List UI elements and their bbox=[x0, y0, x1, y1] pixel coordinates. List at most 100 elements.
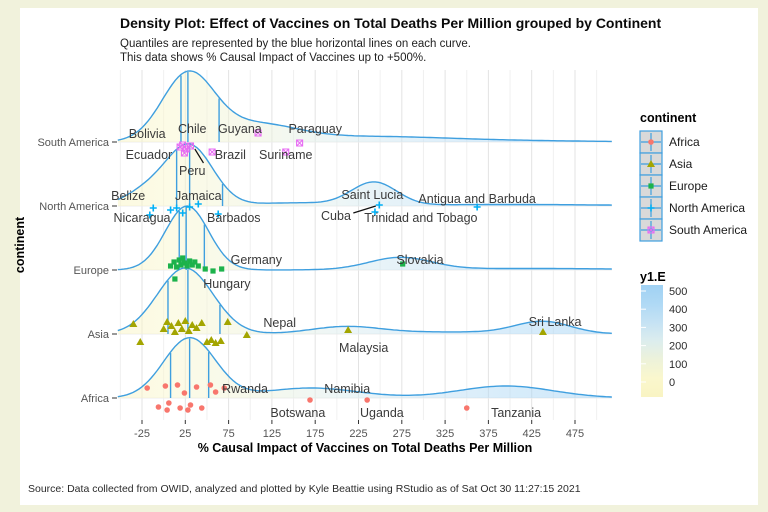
data-point-marker bbox=[193, 384, 200, 390]
points-europe bbox=[167, 255, 406, 282]
country-label-barbados: Barbados bbox=[207, 211, 261, 225]
plot-title: Density Plot: Effect of Vaccines on Tota… bbox=[120, 15, 661, 31]
legends: Africa Asia Europe North America South Ameri… bbox=[639, 130, 747, 397]
data-point-marker bbox=[210, 268, 216, 274]
legend-label-south-america: South America bbox=[669, 223, 747, 237]
data-point-marker bbox=[178, 262, 184, 268]
country-label-uganda: Uganda bbox=[360, 406, 404, 420]
data-point-marker bbox=[344, 326, 353, 333]
density-curve-asia bbox=[117, 267, 613, 334]
data-point-marker bbox=[214, 210, 222, 218]
country-label-peru: Peru bbox=[179, 164, 205, 178]
data-point-marker bbox=[208, 148, 216, 156]
data-point-marker bbox=[189, 262, 195, 268]
x-tick-label: 125 bbox=[263, 428, 281, 440]
data-point-marker bbox=[212, 389, 219, 395]
data-point-marker bbox=[184, 263, 190, 269]
plot-subtitle-line-1: Quantiles are represented by the blue ho… bbox=[120, 38, 471, 50]
data-point-marker bbox=[375, 201, 383, 209]
data-point-marker bbox=[167, 206, 175, 214]
x-axis-title: % Causal Impact of Vaccines on Total Dea… bbox=[198, 441, 533, 455]
legend-key-africa bbox=[639, 130, 663, 154]
x-tick-label: 75 bbox=[222, 428, 234, 440]
country-label-jamaica: Jamaica bbox=[175, 189, 222, 203]
country-label-botswana: Botswana bbox=[270, 406, 325, 420]
y-category-label: South America bbox=[37, 137, 109, 149]
data-point-marker bbox=[648, 139, 654, 145]
country-label-saint-lucia: Saint Lucia bbox=[341, 188, 403, 202]
gradient-tick-label: 500 bbox=[669, 286, 687, 298]
data-point-marker bbox=[192, 259, 198, 265]
data-point-marker bbox=[159, 325, 168, 332]
data-point-marker bbox=[176, 257, 182, 263]
data-point-marker bbox=[211, 339, 220, 346]
country-label-bolivia: Bolivia bbox=[129, 127, 166, 141]
data-point-marker bbox=[180, 255, 186, 261]
data-point-marker bbox=[167, 322, 176, 329]
country-label-antigua-and-barbuda: Antigua and Barbuda bbox=[418, 192, 536, 206]
x-tick-label: 275 bbox=[393, 428, 411, 440]
data-point-marker bbox=[174, 319, 183, 326]
legend-label-north-america: North America bbox=[669, 201, 745, 215]
data-point-marker bbox=[129, 320, 138, 327]
country-label-hungary: Hungary bbox=[203, 277, 251, 291]
density-curves bbox=[117, 70, 613, 398]
gradient-tick-label: 300 bbox=[669, 322, 687, 334]
data-point-marker bbox=[216, 337, 225, 344]
data-point-marker bbox=[172, 276, 178, 282]
country-label-namibia: Namibia bbox=[324, 382, 370, 396]
label-leader-lines bbox=[194, 148, 376, 214]
data-point-marker bbox=[202, 266, 208, 272]
x-tick-label: 325 bbox=[436, 428, 454, 440]
data-point-marker bbox=[223, 318, 232, 325]
data-point-marker bbox=[647, 160, 655, 167]
data-point-marker bbox=[187, 258, 193, 264]
country-label-suriname: Suriname bbox=[259, 148, 313, 162]
country-label-belize: Belize bbox=[111, 189, 145, 203]
density-curve-europe bbox=[117, 205, 613, 271]
data-point-marker bbox=[647, 204, 655, 212]
gradient-tick-label: 200 bbox=[669, 341, 687, 353]
country-label-tanzania: Tanzania bbox=[491, 406, 541, 420]
data-point-marker bbox=[186, 203, 194, 211]
data-point-marker bbox=[167, 263, 174, 269]
density-curve-south-america bbox=[117, 70, 613, 143]
data-point-marker bbox=[186, 142, 195, 150]
data-point-marker bbox=[155, 404, 162, 410]
x-tick-label: 475 bbox=[566, 428, 584, 440]
gradient-legend-title: y1.E bbox=[640, 270, 666, 284]
data-point-marker bbox=[371, 208, 379, 216]
data-point-marker bbox=[254, 129, 262, 137]
legend-key-south-america bbox=[639, 218, 663, 242]
points-africa bbox=[144, 382, 470, 413]
data-point-marker bbox=[163, 318, 172, 325]
country-label-nicaragua: Nicaragua bbox=[114, 211, 171, 225]
country-label-paraguay: Paraguay bbox=[288, 122, 342, 136]
legend-label-europe: Europe bbox=[669, 179, 708, 193]
axes: -25 25 75 125 175 225 275 325 375 425 475 South Ame… bbox=[37, 137, 584, 440]
country-label-sri-lanka: Sri Lanka bbox=[529, 315, 582, 329]
legend-key-asia bbox=[639, 152, 663, 176]
data-point-marker bbox=[198, 405, 205, 411]
data-point-marker bbox=[296, 139, 304, 147]
x-tick-label: -25 bbox=[134, 428, 150, 440]
data-point-marker bbox=[207, 382, 214, 388]
data-point-marker bbox=[648, 183, 654, 189]
plot-subtitle-line-2: This data shows % Causal Impact of Vacci… bbox=[120, 52, 426, 64]
data-point-marker bbox=[177, 405, 183, 411]
continent-legend-title: continent bbox=[640, 111, 697, 125]
x-tick-label: 25 bbox=[179, 428, 191, 440]
country-label-nepal: Nepal bbox=[263, 316, 296, 330]
data-point-marker bbox=[144, 385, 150, 391]
country-label-slovakia: Slovakia bbox=[396, 253, 443, 267]
country-label-guyana: Guyana bbox=[218, 122, 262, 136]
y-category-label: Asia bbox=[88, 329, 110, 341]
points-north-america bbox=[146, 200, 481, 219]
x-tick-label: 175 bbox=[306, 428, 324, 440]
legend-label-africa: Africa bbox=[669, 135, 700, 149]
country-labels: Bolivia Chile Guyana Paraguay Ecuador Brazil S… bbox=[111, 122, 581, 420]
data-point-marker bbox=[181, 260, 188, 266]
data-point-marker bbox=[164, 407, 170, 413]
density-curve-africa bbox=[117, 336, 613, 398]
